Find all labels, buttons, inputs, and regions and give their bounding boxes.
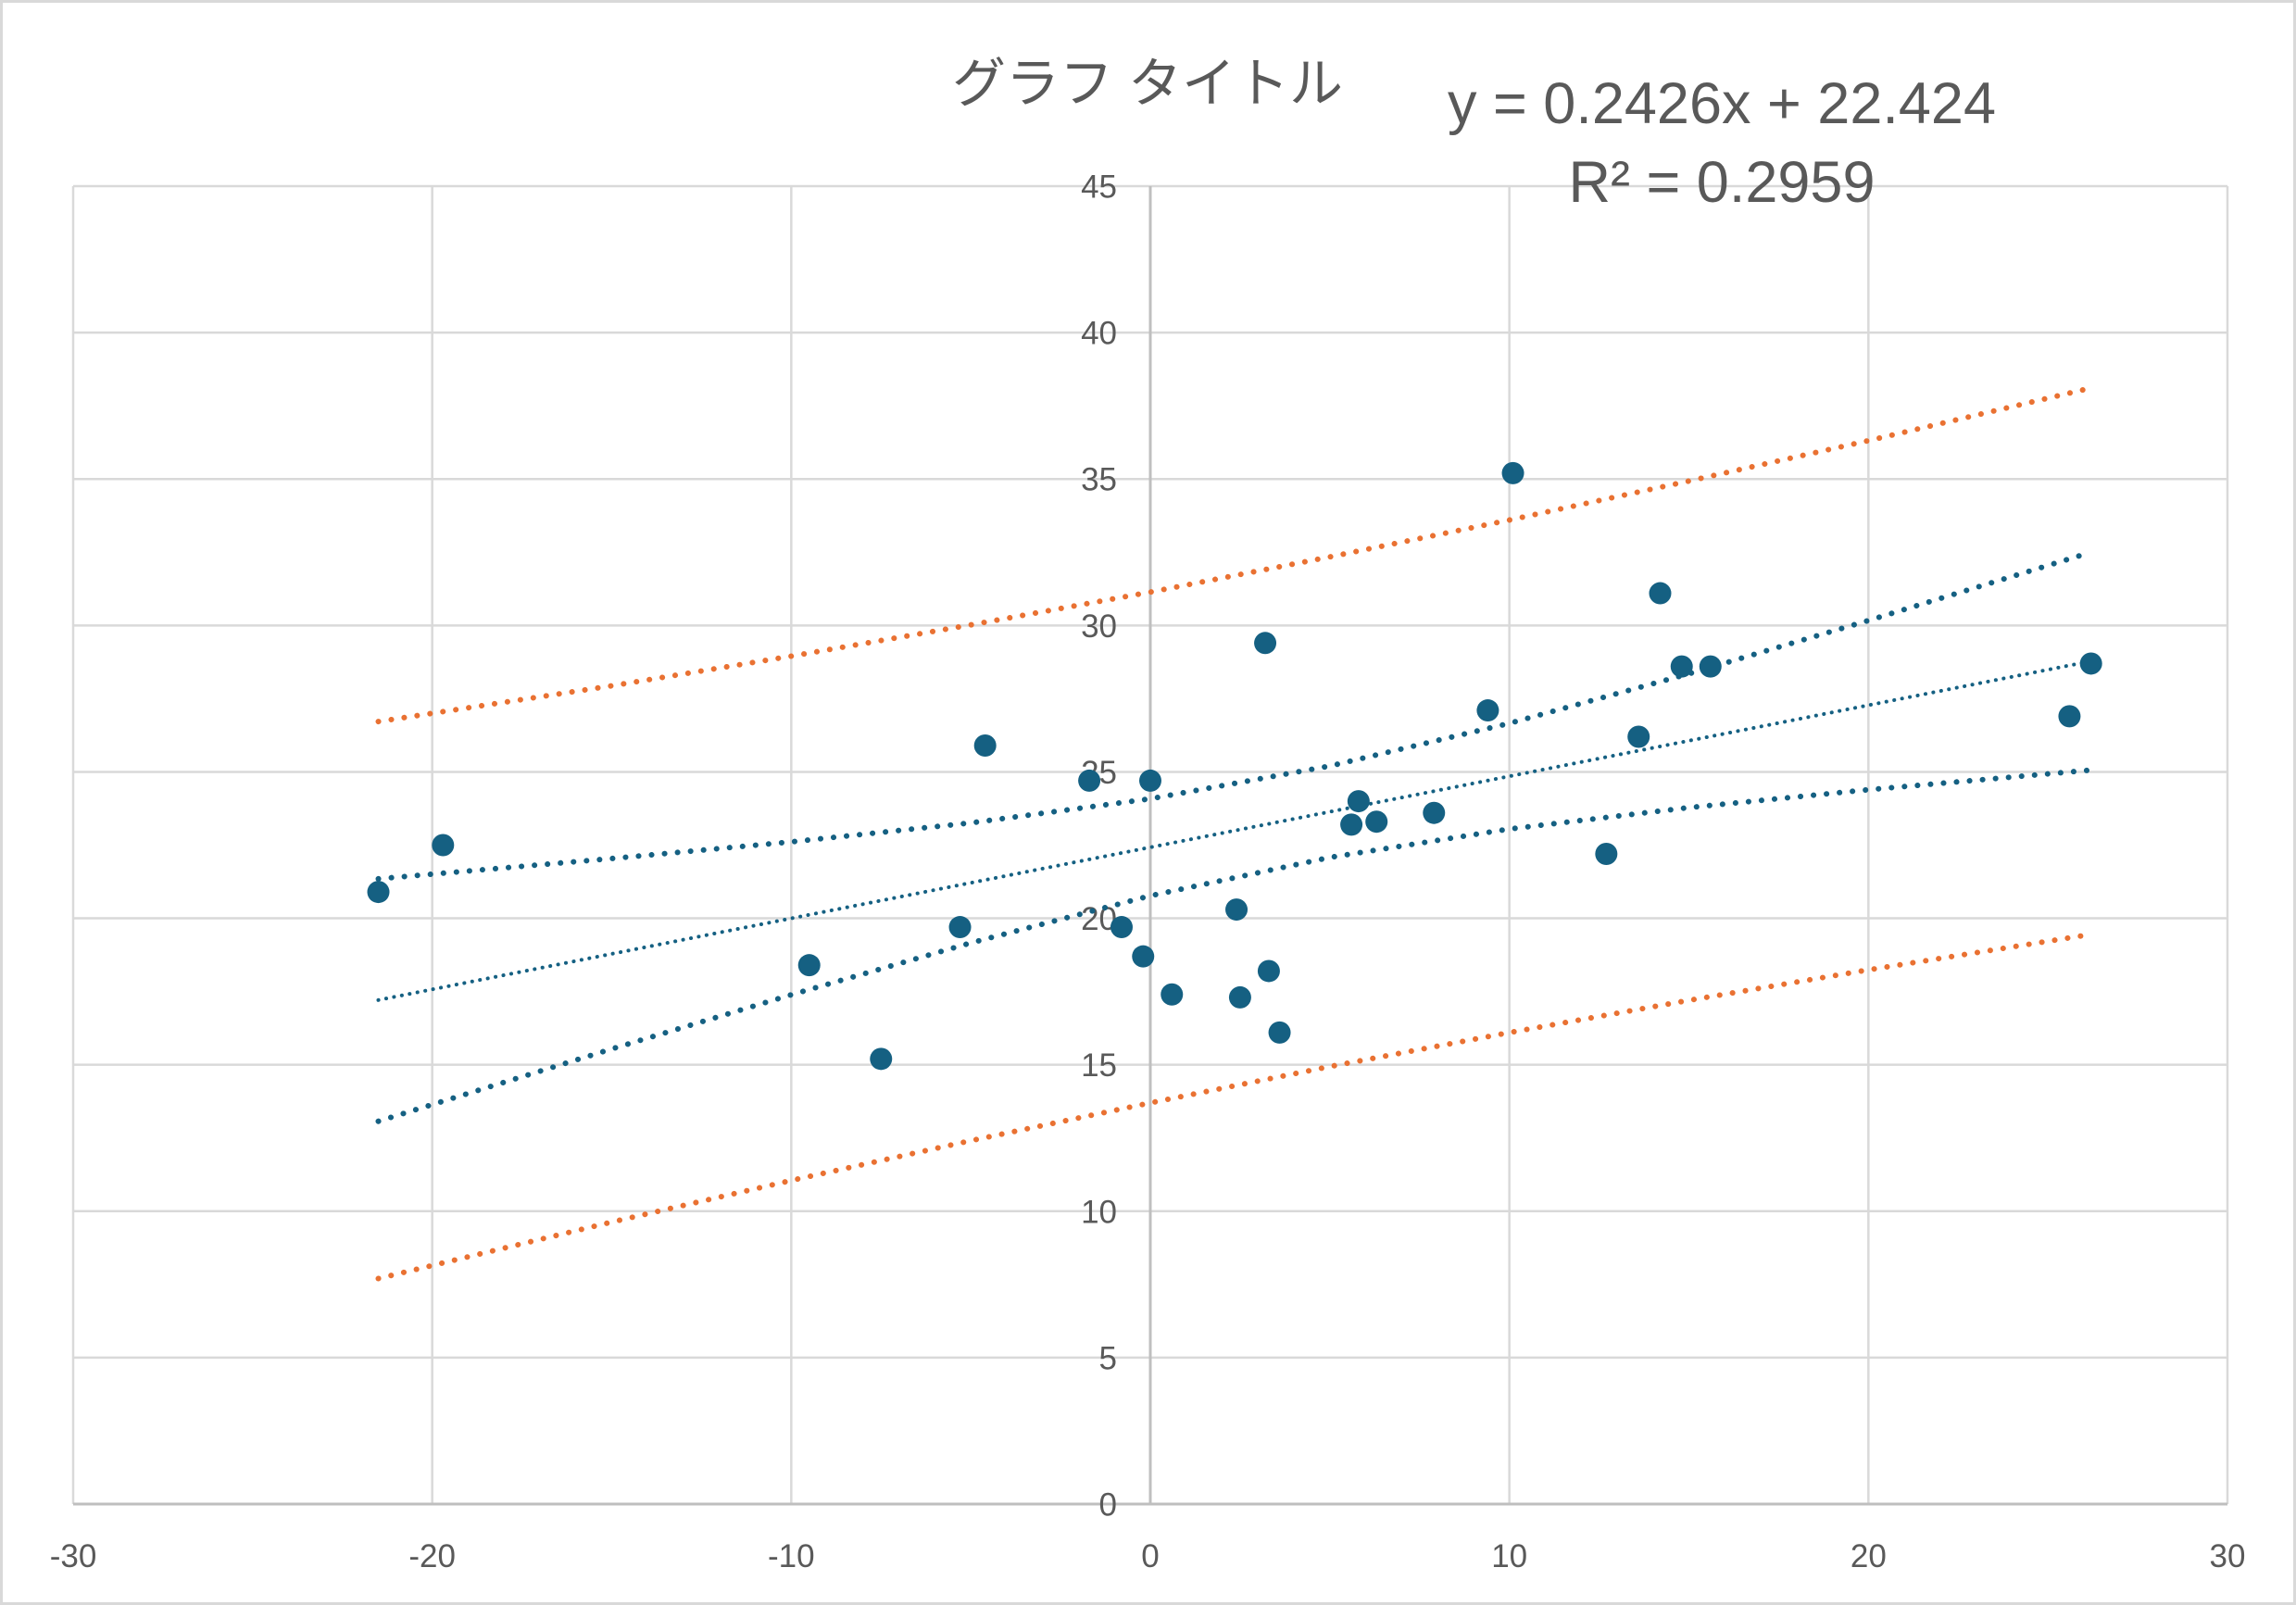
data-point	[1257, 959, 1280, 983]
data-point	[870, 1047, 893, 1071]
data-point	[432, 834, 455, 857]
y-tick-label: 0	[1099, 1487, 1117, 1523]
data-point	[797, 954, 821, 977]
data-point	[1423, 801, 1446, 824]
data-point	[1670, 655, 1693, 678]
data-point	[367, 881, 390, 904]
data-point	[948, 916, 972, 939]
x-tick-label: 10	[1491, 1538, 1527, 1574]
y-tick-label: 40	[1081, 316, 1117, 352]
data-point	[2079, 652, 2102, 675]
trendline	[376, 658, 2093, 1002]
x-tick-label: -10	[768, 1538, 815, 1574]
data-point	[2058, 705, 2081, 728]
trendline-equation: y = 0.2426x + 22.424	[1448, 71, 1996, 136]
y-tick-label: 35	[1081, 462, 1117, 498]
data-point	[1139, 769, 1161, 792]
data-point	[1501, 461, 1524, 484]
data-point	[1365, 810, 1388, 834]
y-tick-label: 5	[1099, 1340, 1117, 1376]
data-point	[1347, 790, 1370, 813]
x-tick-label: 30	[2210, 1538, 2246, 1574]
plot-lines	[375, 384, 2094, 1282]
data-point	[1228, 985, 1251, 1009]
band-line	[375, 767, 2094, 1124]
chart-title: グラフ タイトル	[952, 54, 1343, 114]
data-point	[1627, 725, 1650, 748]
data-point	[1340, 813, 1363, 836]
data-point	[1132, 945, 1155, 968]
x-axis-tick-labels: -30 -20 -10 0 10 20 30	[50, 1538, 2246, 1574]
x-tick-label: 20	[1851, 1538, 1887, 1574]
data-point	[1476, 699, 1499, 722]
data-point	[1110, 916, 1133, 939]
y-tick-label: 45	[1081, 169, 1117, 206]
data-point	[1161, 983, 1184, 1006]
y-tick-label: 30	[1081, 608, 1117, 645]
band-line	[375, 549, 2094, 882]
data-point	[1225, 898, 1248, 922]
x-tick-label: 0	[1141, 1538, 1159, 1574]
data-point	[1254, 632, 1277, 655]
y-tick-label: 20	[1081, 901, 1117, 937]
band-line	[375, 931, 2094, 1282]
y-tick-label: 15	[1081, 1047, 1117, 1084]
data-point	[1268, 1021, 1291, 1044]
data-point	[973, 734, 997, 757]
x-tick-label: -20	[408, 1538, 456, 1574]
data-points	[367, 461, 2102, 1071]
data-point	[1078, 769, 1101, 792]
data-point	[1649, 582, 1672, 605]
x-tick-label: -30	[50, 1538, 97, 1574]
axis-lines	[73, 186, 2227, 1506]
band-line	[375, 384, 2094, 725]
y-tick-label: 10	[1081, 1194, 1117, 1230]
data-point	[1699, 655, 1722, 678]
trendline-r-squared: R² = 0.2959	[1569, 150, 1876, 215]
data-point	[1595, 842, 1618, 865]
